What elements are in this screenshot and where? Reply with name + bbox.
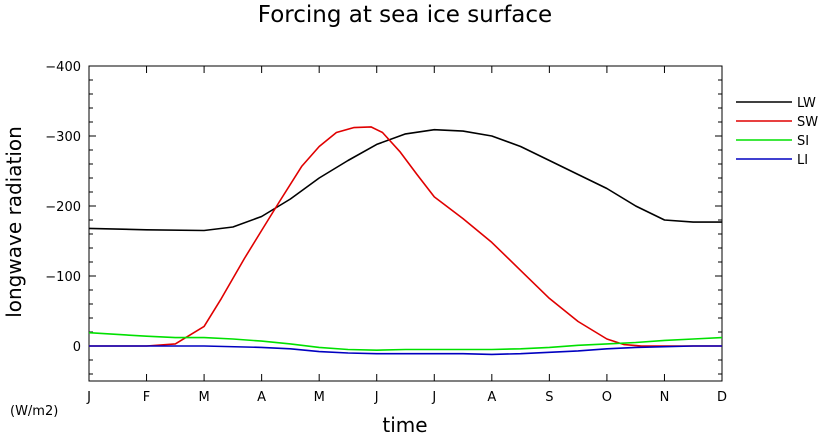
- series-line-si: [88, 331, 723, 352]
- legend-label-li: LI: [797, 153, 808, 168]
- x-tick-label: N: [660, 390, 670, 405]
- y-tick-label: −200: [45, 200, 81, 215]
- plot-frame: [88, 65, 723, 382]
- plot-area: −400 −300 −200 −100 0 J F M A M J J A S O N D: [45, 60, 727, 405]
- series-line-lw: [88, 128, 722, 232]
- x-tick-label: A: [487, 390, 496, 405]
- x-tick-label: O: [602, 390, 612, 405]
- y-tick-label: −400: [45, 60, 81, 75]
- series-line-li: [89, 345, 722, 356]
- units-label: (W/m2): [10, 404, 58, 419]
- legend-label-si: SI: [797, 134, 809, 149]
- x-tick-label: D: [717, 390, 727, 405]
- chart-title: Forcing at sea ice surface: [258, 2, 552, 28]
- y-tick-label: −100: [45, 270, 81, 285]
- y-axis-label: longwave radiation: [2, 126, 26, 318]
- x-tick-label: J: [431, 390, 436, 405]
- y-tick-label: −300: [45, 130, 81, 145]
- x-tick-label: S: [545, 390, 553, 405]
- x-tick-label: F: [143, 390, 150, 405]
- x-tick-label: M: [198, 390, 209, 405]
- x-tick-label: A: [257, 390, 266, 405]
- x-tick-label: J: [86, 390, 91, 405]
- legend-label-sw: SW: [797, 115, 818, 130]
- series-line-sw: [89, 126, 722, 347]
- legend-label-lw: LW: [797, 96, 816, 111]
- x-tick-label: M: [314, 390, 325, 405]
- x-tick-label: J: [374, 390, 379, 405]
- legend: LW SW SI LI: [736, 96, 818, 168]
- y-tick-label: 0: [73, 340, 81, 355]
- x-axis-label: time: [382, 413, 427, 434]
